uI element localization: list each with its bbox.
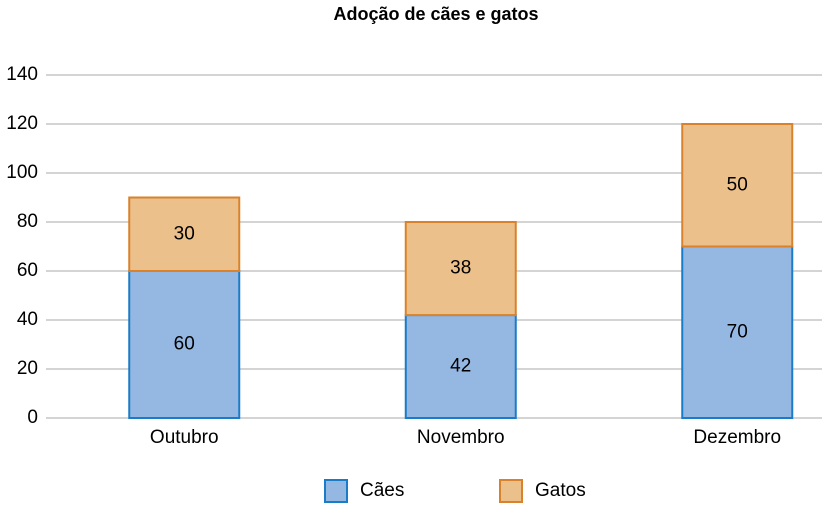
y-tick-label: 140 xyxy=(6,64,38,85)
legend-label: Gatos xyxy=(535,480,586,501)
data-label: 70 xyxy=(727,321,748,342)
y-tick-label: 40 xyxy=(17,309,38,330)
bar-segment xyxy=(128,270,241,419)
y-tick-label: 20 xyxy=(17,358,38,379)
data-label: 30 xyxy=(174,223,195,244)
legend-swatch xyxy=(324,479,348,503)
y-tick-label: 0 xyxy=(27,407,38,428)
x-tick-label: Novembro xyxy=(417,427,505,448)
data-label: 50 xyxy=(727,174,748,195)
bar-segment xyxy=(404,221,517,317)
bar-segment xyxy=(681,245,794,419)
x-tick-label: Dezembro xyxy=(693,427,781,448)
data-label: 38 xyxy=(450,258,471,279)
y-tick-label: 80 xyxy=(17,211,38,232)
x-tick-label: Outubro xyxy=(150,427,219,448)
legend-swatch xyxy=(499,479,523,503)
y-tick-label: 120 xyxy=(6,113,38,134)
y-tick-label: 60 xyxy=(17,260,38,281)
y-tick-label: 100 xyxy=(6,162,38,183)
legend-label: Cães xyxy=(360,480,404,501)
bar-segment xyxy=(128,196,241,272)
bar-segment xyxy=(404,314,517,420)
bar-segment xyxy=(681,123,794,248)
data-label: 60 xyxy=(174,334,195,355)
chart-title: Adoção de cães e gatos xyxy=(333,4,538,24)
data-label: 42 xyxy=(450,356,471,377)
